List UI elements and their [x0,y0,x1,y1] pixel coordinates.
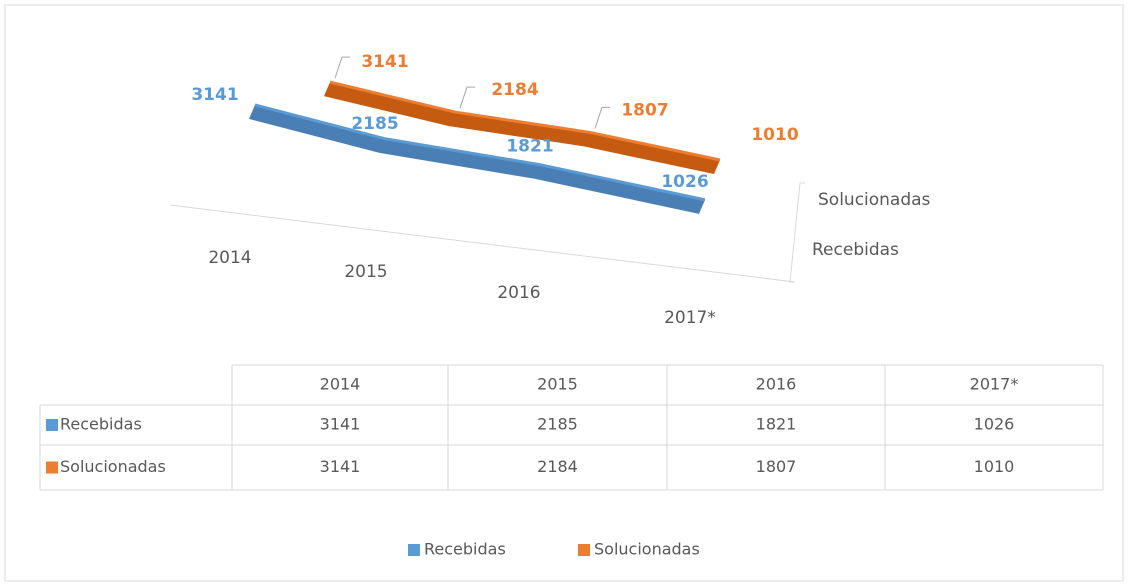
data-label: 3141 [191,85,238,105]
table-cell: 1010 [974,457,1015,476]
depth-label: Solucionadas [818,190,931,210]
x-tick-label: 2016 [497,283,540,303]
ribbon-edge [329,80,721,162]
legend-key [46,419,58,431]
data-label: 2185 [351,114,398,134]
table-cell: 2185 [537,415,578,434]
table-cell: 1821 [756,415,797,434]
x-tick-label: 2017* [664,308,716,328]
legend-key [408,544,420,556]
leader-line [334,56,350,79]
table-cell: 1026 [974,415,1015,434]
x-tick-label: 2014 [208,248,251,268]
row-header: Recebidas [60,415,142,434]
table-cell: 3141 [320,457,361,476]
row-header: Solucionadas [60,457,166,476]
data-label: 2184 [491,80,538,100]
ribbon-edge [254,103,706,202]
x-tick-label: 2015 [344,262,387,282]
table-header: 2015 [537,375,578,394]
table-cell: 1807 [756,457,797,476]
legend-key [578,544,590,556]
table-cell: 2184 [537,457,578,476]
data-label: 1807 [621,100,668,120]
legend-label: Solucionadas [594,540,700,559]
table-cell: 3141 [320,415,361,434]
data-label: 3141 [361,52,408,72]
legend-key [46,461,58,474]
depth-label: Recebidas [812,240,899,260]
data-label: 1026 [661,172,708,192]
table-header: 2017* [970,375,1019,394]
leader-line [459,86,475,109]
table-header: 2014 [320,375,361,394]
category-axis [169,204,796,283]
chart-frame [4,4,1124,582]
table-header: 2016 [756,375,797,394]
ribbon [249,104,705,214]
leader-line [594,106,610,129]
legend-label: Recebidas [424,540,506,559]
depth-axis [789,182,805,283]
data-label: 1821 [506,137,553,157]
data-label: 1010 [751,125,798,145]
